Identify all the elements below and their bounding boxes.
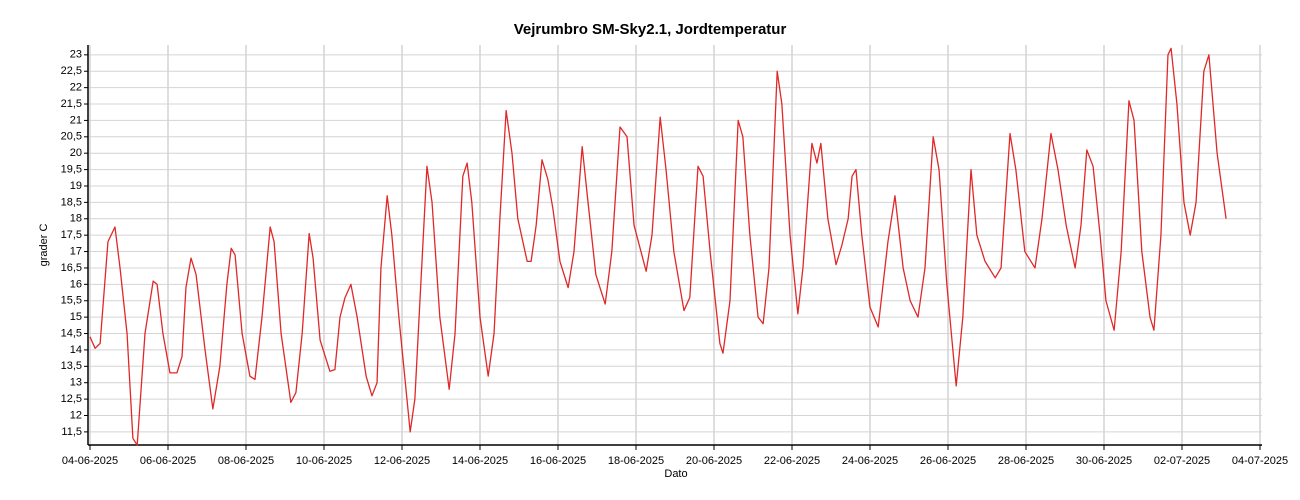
y-tick-label: 15,5 bbox=[61, 295, 82, 307]
y-tick-label: 19 bbox=[70, 180, 82, 192]
y-tick-label: 16,5 bbox=[61, 262, 82, 274]
x-axis-label: Dato bbox=[664, 468, 687, 480]
y-tick-label: 16 bbox=[70, 278, 82, 290]
y-tick-label: 12 bbox=[70, 409, 82, 421]
x-tick-label: 16-06-2025 bbox=[530, 455, 586, 467]
y-tick-label: 18,5 bbox=[61, 196, 82, 208]
x-tick-label: 08-06-2025 bbox=[218, 455, 274, 467]
x-tick-label: 28-06-2025 bbox=[998, 455, 1054, 467]
y-tick-label: 13,5 bbox=[61, 360, 82, 372]
x-tick-label: 20-06-2025 bbox=[686, 455, 742, 467]
x-tick-label: 14-06-2025 bbox=[452, 455, 508, 467]
x-tick-label: 24-06-2025 bbox=[842, 455, 898, 467]
y-tick-label: 23 bbox=[70, 49, 82, 61]
x-tick-label: 12-06-2025 bbox=[374, 455, 430, 467]
x-tick-label: 02-07-2025 bbox=[1154, 455, 1210, 467]
x-tick-label: 30-06-2025 bbox=[1076, 455, 1132, 467]
y-tick-label: 12,5 bbox=[61, 393, 82, 405]
y-axis-label: grader C bbox=[38, 224, 50, 267]
y-tick-label: 21 bbox=[70, 114, 82, 126]
data-line bbox=[89, 47, 1227, 446]
y-tick-label: 21,5 bbox=[61, 98, 82, 110]
x-tick-label: 06-06-2025 bbox=[140, 455, 196, 467]
y-tick-label: 15 bbox=[70, 311, 82, 323]
y-tick-label: 17,5 bbox=[61, 229, 82, 241]
x-tick-label: 10-06-2025 bbox=[296, 455, 352, 467]
y-tick-label: 22,5 bbox=[61, 65, 82, 77]
x-tick-label: 26-06-2025 bbox=[920, 455, 976, 467]
y-tick-label: 17 bbox=[70, 245, 82, 257]
y-tick-label: 14,5 bbox=[61, 327, 82, 339]
y-tick-label: 20 bbox=[70, 147, 82, 159]
y-tick-label: 20,5 bbox=[61, 131, 82, 143]
y-tick-label: 22 bbox=[70, 82, 82, 94]
x-tick-label: 04-06-2025 bbox=[62, 455, 118, 467]
chart-title: Vejrumbro SM-Sky2.1, Jordtemperatur bbox=[514, 21, 787, 38]
x-tick-label: 04-07-2025 bbox=[1232, 455, 1288, 467]
y-tick-label: 11,5 bbox=[61, 426, 82, 438]
y-tick-label: 19,5 bbox=[61, 163, 82, 175]
y-tick-label: 13 bbox=[70, 377, 82, 389]
x-tick-label: 22-06-2025 bbox=[764, 455, 820, 467]
y-tick-label: 14 bbox=[70, 344, 82, 356]
x-tick-label: 18-06-2025 bbox=[608, 455, 664, 467]
y-tick-label: 18 bbox=[70, 213, 82, 225]
